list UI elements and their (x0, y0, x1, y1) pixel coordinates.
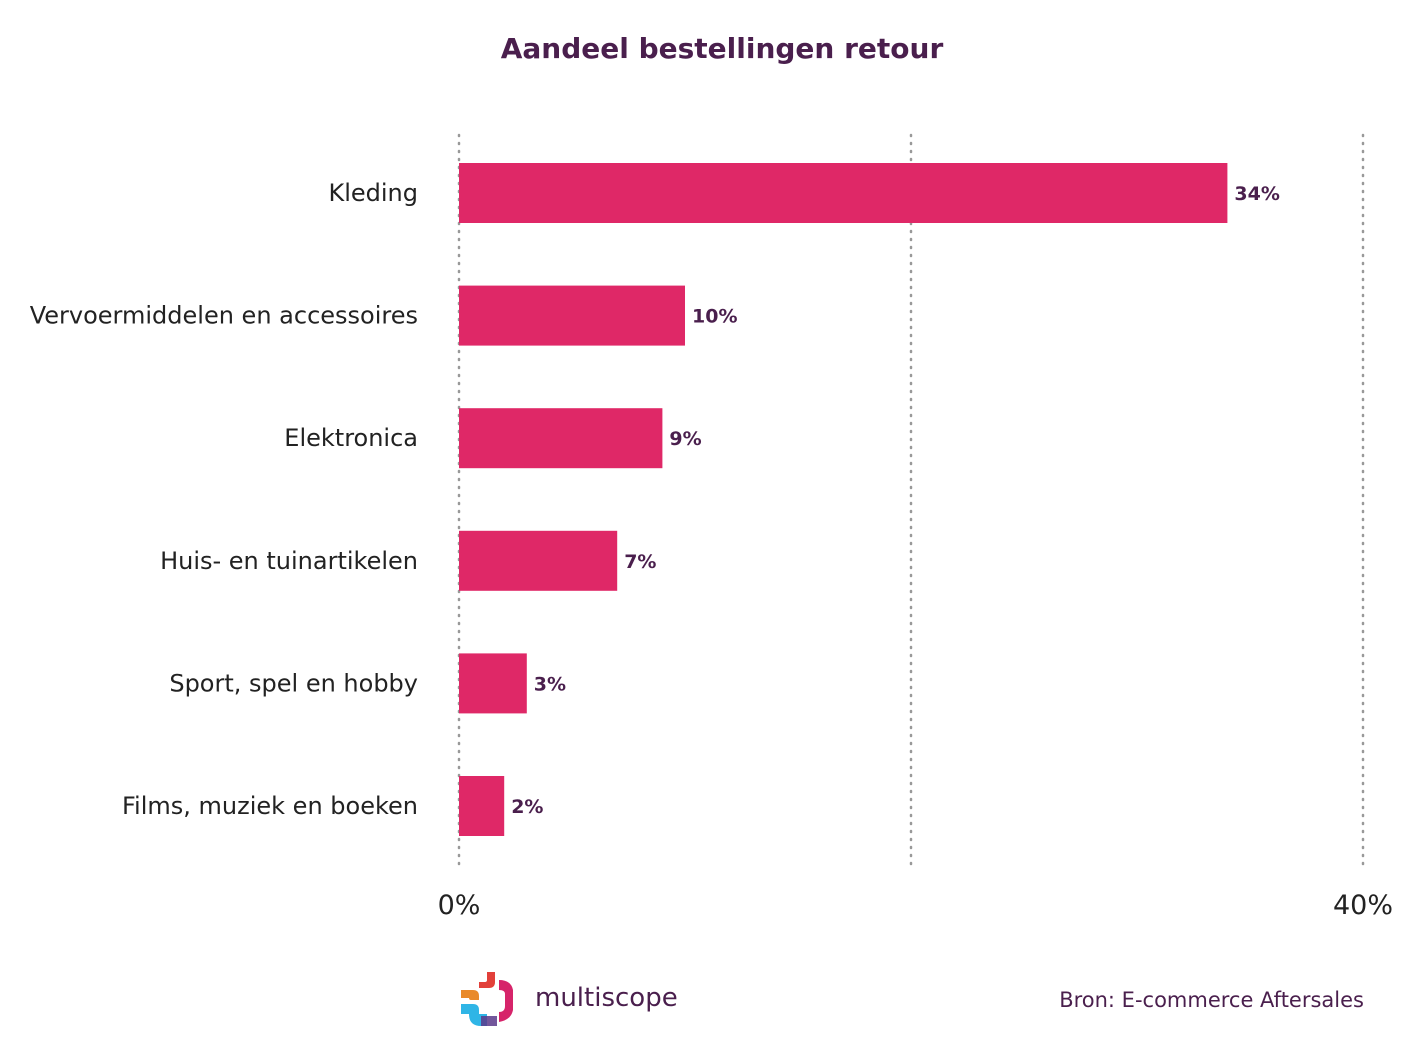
category-label: Sport, spel en hobby (169, 669, 418, 697)
bar (459, 285, 685, 346)
category-label: Kleding (328, 179, 418, 207)
value-label: 10% (692, 306, 737, 328)
value-label: 7% (624, 551, 656, 573)
value-label: 9% (669, 428, 701, 450)
bar (459, 408, 663, 469)
source-note: Bron: E-commerce Aftersales (1059, 988, 1364, 1012)
bar (459, 653, 527, 714)
category-label: Elektronica (284, 424, 418, 452)
bar (459, 163, 1228, 223)
value-label: 34% (1234, 183, 1279, 205)
bar-chart: Kleding Vervoermiddelen en accessoires Ele… (30, 133, 1393, 921)
bar (459, 530, 618, 591)
x-tick-label: 40% (1333, 890, 1393, 921)
multiscope-logo-icon (461, 972, 513, 1026)
category-labels: Kleding Vervoermiddelen en accessoires Ele… (30, 179, 418, 820)
x-axis-ticks: 0% 40% (438, 890, 1393, 921)
multiscope-logo: multiscope (459, 970, 678, 1030)
value-labels: 34% 10% 9% 7% 3% 2% (511, 183, 1280, 818)
category-label: Vervoermiddelen en accessoires (30, 302, 418, 330)
grid-lines (457, 133, 1365, 870)
bar (459, 776, 505, 836)
chart-title: Aandeel bestellingen retour (500, 32, 944, 65)
category-label: Films, muziek en boeken (122, 792, 418, 820)
category-label: Huis- en tuinartikelen (160, 547, 418, 575)
logo-text: multiscope (535, 983, 678, 1013)
value-label: 2% (511, 796, 543, 818)
x-tick-label: 0% (438, 890, 481, 921)
bars (459, 163, 1228, 836)
value-label: 3% (534, 673, 566, 695)
